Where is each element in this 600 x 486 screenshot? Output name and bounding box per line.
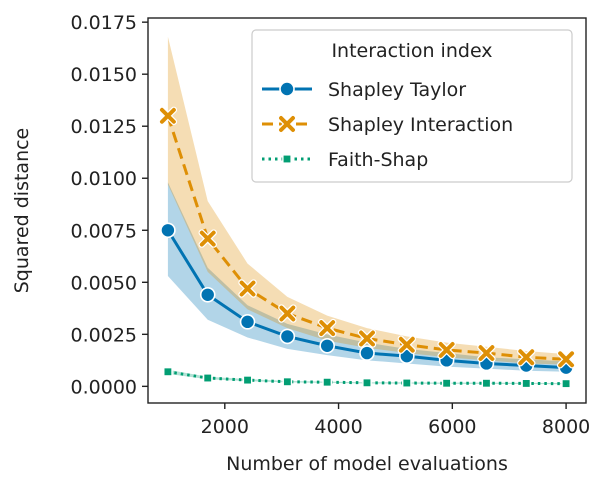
marker-cross (319, 320, 336, 337)
series-markers (158, 106, 576, 389)
marker-cross (558, 351, 575, 368)
x-tick-label: 4000 (314, 416, 362, 438)
x-tick-label: 2000 (201, 416, 249, 438)
confidence-bands (167, 36, 567, 385)
marker-cross (359, 330, 375, 347)
point-faith-shap (282, 376, 293, 387)
legend-label-shapley-taylor: Shapley Taylor (328, 79, 466, 101)
y-tick-label: 0.0025 (71, 324, 137, 346)
point-shapley-interaction (556, 350, 576, 369)
point-faith-shap (521, 378, 532, 389)
point-shapley-taylor (239, 314, 256, 330)
marker-cross (438, 341, 455, 358)
point-faith-shap (322, 377, 333, 388)
legend: Interaction index Shapley Taylor Shapley I… (251, 29, 573, 183)
point-shapley-taylor (319, 337, 335, 354)
legend-label-faith-shap: Faith-Shap (328, 149, 428, 171)
x-axis-label: Number of model evaluations (226, 453, 508, 475)
point-shapley-interaction (397, 335, 417, 354)
point-faith-shap (362, 377, 372, 388)
point-shapley-interaction (278, 304, 297, 323)
y-tick-label: 0.0050 (71, 272, 137, 294)
point-faith-shap (163, 366, 173, 377)
y-tick-label: 0.0000 (71, 376, 137, 398)
marker-cross (279, 116, 295, 132)
band-shapley-interaction (167, 36, 567, 365)
point-shapley-taylor (359, 345, 375, 361)
band-shapley-taylor (167, 182, 567, 372)
marker-cross (478, 345, 495, 362)
marker-cross (518, 349, 535, 366)
point-faith-shap (202, 373, 213, 383)
x-tick-label: 6000 (428, 416, 476, 438)
point-shapley-interaction (477, 343, 496, 363)
point-faith-shap (242, 375, 253, 385)
point-shapley-taylor (160, 222, 176, 239)
point-faith-shap (561, 378, 571, 389)
point-shapley-interaction (238, 279, 257, 298)
y-tick-label: 0.0175 (71, 12, 137, 34)
point-faith-shap (401, 378, 412, 388)
y-axis-label: Squared distance (11, 128, 33, 294)
marker-cross (199, 230, 216, 247)
y-tick-label: 0.0100 (71, 168, 137, 190)
legend-marker-shapley-taylor (279, 81, 295, 97)
point-shapley-taylor (279, 328, 296, 345)
y-tick-label: 0.0150 (71, 64, 137, 86)
point-shapley-interaction (317, 318, 337, 338)
legend-title: Interaction index (331, 40, 492, 62)
legend-marker-shapley-interaction (277, 114, 297, 134)
marker-cross (398, 336, 415, 353)
x-tick-label: 8000 (542, 416, 590, 438)
point-shapley-interaction (357, 329, 377, 348)
y-tick-label: 0.0125 (71, 116, 137, 138)
marker-cross (279, 305, 296, 322)
band-faith-shap (167, 369, 567, 385)
point-faith-shap (441, 378, 452, 389)
point-shapley-interaction (158, 106, 178, 126)
marker-cross (159, 107, 176, 124)
legend-label-shapley-interaction: Shapley Interaction (328, 114, 513, 136)
line-faith-shap (167, 370, 567, 386)
axes: 2000 4000 6000 8000 0.0000 0.0025 0.0050 0.0075… (71, 12, 591, 438)
plot-frame (147, 17, 587, 404)
marker-cross (239, 280, 256, 297)
legend-marker-faith-shap (282, 154, 292, 164)
point-shapley-taylor (199, 286, 216, 303)
point-faith-shap (481, 378, 492, 389)
point-shapley-interaction (198, 229, 217, 248)
y-tick-label: 0.0075 (71, 220, 137, 242)
point-shapley-interaction (517, 348, 536, 367)
point-shapley-interaction (437, 340, 456, 360)
legend-box (251, 29, 573, 183)
